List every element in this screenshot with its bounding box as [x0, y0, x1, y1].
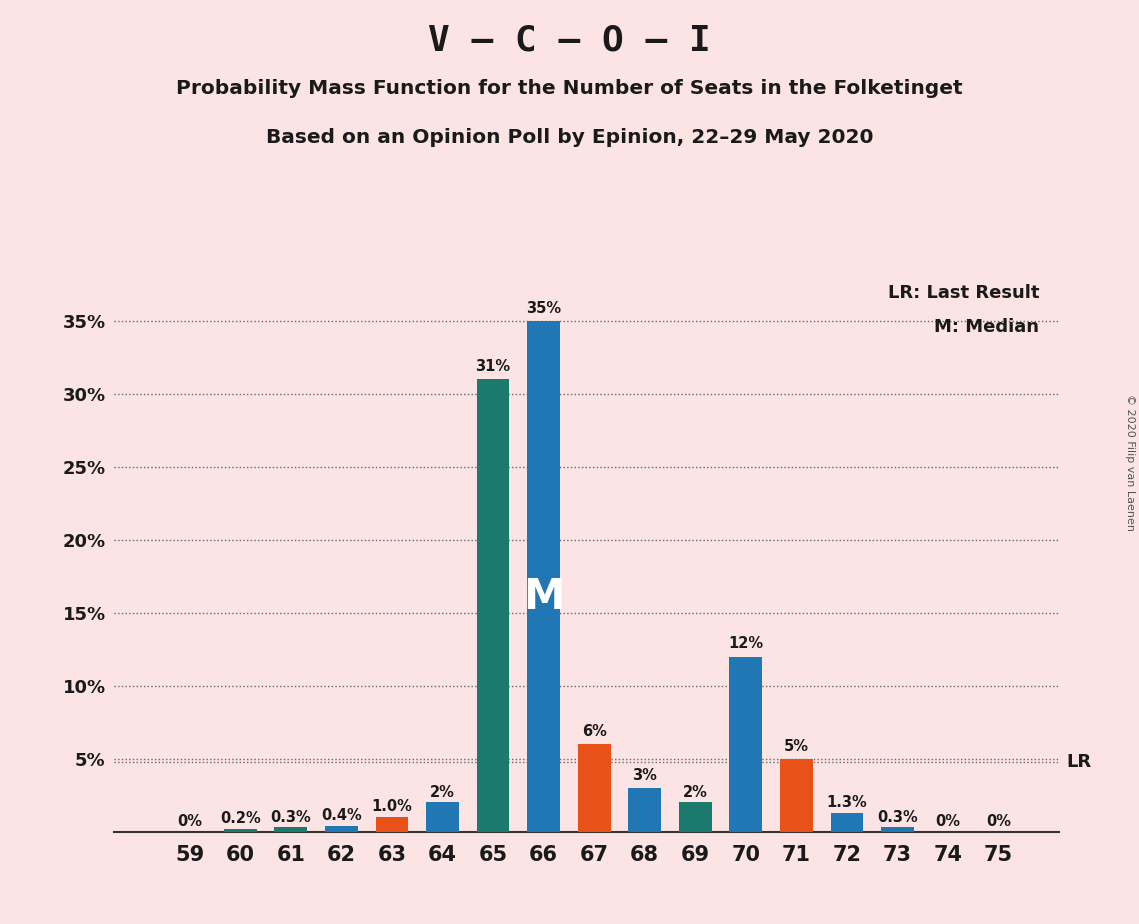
Bar	[780, 759, 813, 832]
Text: 0%: 0%	[935, 814, 960, 829]
Bar	[224, 829, 256, 832]
Text: M: Median: M: Median	[934, 318, 1039, 336]
Bar	[679, 802, 712, 832]
Bar	[629, 788, 661, 832]
Text: Based on an Opinion Poll by Epinion, 22–29 May 2020: Based on an Opinion Poll by Epinion, 22–…	[265, 128, 874, 147]
Text: 6%: 6%	[582, 724, 607, 739]
Bar	[729, 657, 762, 832]
Text: 35%: 35%	[526, 301, 562, 316]
Text: 0%: 0%	[986, 814, 1011, 829]
Bar	[476, 380, 509, 832]
Text: 2%: 2%	[431, 784, 454, 800]
Text: 0.4%: 0.4%	[321, 808, 362, 823]
Text: 0%: 0%	[178, 814, 203, 829]
Bar	[325, 826, 358, 832]
Text: 0.3%: 0.3%	[877, 809, 918, 824]
Text: 1.0%: 1.0%	[371, 799, 412, 814]
Bar	[882, 827, 913, 832]
Text: 3%: 3%	[632, 768, 657, 783]
Text: 2%: 2%	[683, 784, 707, 800]
Bar	[577, 744, 611, 832]
Text: V – C – O – I: V – C – O – I	[428, 23, 711, 57]
Bar	[426, 802, 459, 832]
Text: 5%: 5%	[784, 738, 809, 754]
Text: LR: Last Result: LR: Last Result	[887, 285, 1039, 302]
Text: LR: LR	[1066, 752, 1091, 771]
Text: Probability Mass Function for the Number of Seats in the Folketinget: Probability Mass Function for the Number…	[177, 79, 962, 98]
Text: 1.3%: 1.3%	[827, 795, 867, 810]
Text: M: M	[523, 576, 564, 618]
Text: © 2020 Filip van Laenen: © 2020 Filip van Laenen	[1125, 394, 1134, 530]
Text: 12%: 12%	[728, 637, 763, 651]
Bar	[376, 817, 409, 832]
Text: 0.3%: 0.3%	[270, 809, 311, 824]
Bar	[274, 827, 308, 832]
Bar	[830, 812, 863, 832]
Text: 0.2%: 0.2%	[220, 811, 261, 826]
Text: 31%: 31%	[475, 359, 510, 374]
Bar	[527, 321, 560, 832]
